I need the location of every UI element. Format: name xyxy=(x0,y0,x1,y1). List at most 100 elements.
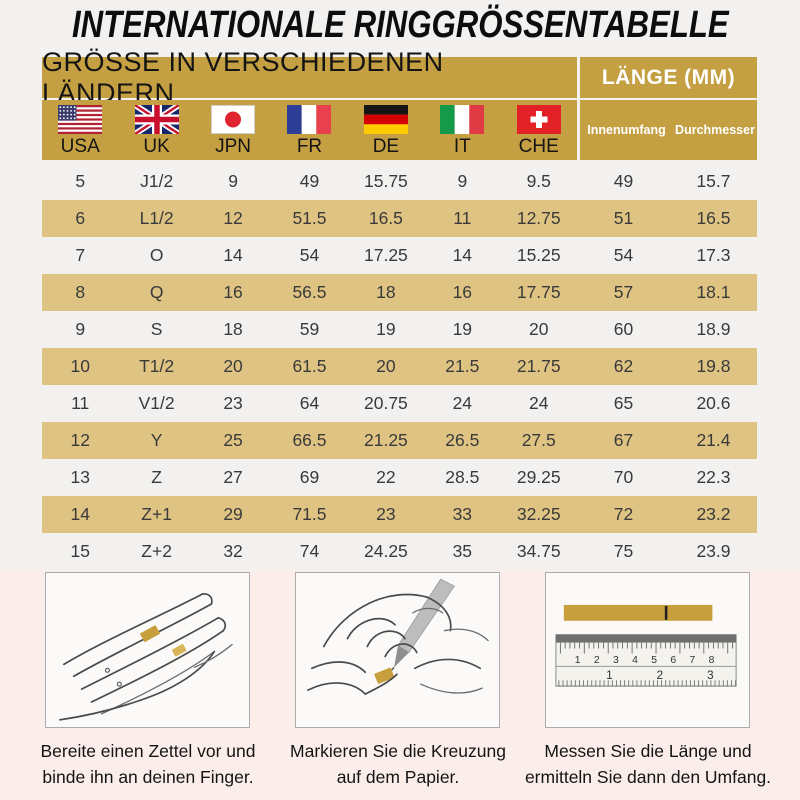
table-row: 6 L1/2 12 51.5 16.5 11 12.75 51 16.5 xyxy=(42,200,757,237)
table-cell: 23.2 xyxy=(696,504,731,524)
table-row: 15 Z+2 32 74 24.25 35 34.75 75 23.9 xyxy=(42,533,757,570)
country-label: IT xyxy=(453,136,471,157)
it-flag-icon xyxy=(440,105,485,134)
table-cell: 66.5 xyxy=(292,430,327,450)
table-header-row: GRÖSSE IN VERSCHIEDENEN LÄNDERN LÄNGE (M… xyxy=(42,47,757,108)
strip-mark xyxy=(664,605,668,620)
country-label: CHE xyxy=(518,136,559,157)
svg-text:6: 6 xyxy=(670,655,676,666)
jpn-flag-icon xyxy=(211,105,256,134)
table-cell: 19 xyxy=(376,319,396,339)
table-row: 8 Q 16 56.5 18 16 17.75 57 18.1 xyxy=(42,274,757,311)
che-flag-icon xyxy=(516,105,561,134)
svg-text:2: 2 xyxy=(657,668,664,682)
table-cell: V1/2 xyxy=(138,393,175,413)
table-cell: 54 xyxy=(299,245,320,265)
table-cell: 15.75 xyxy=(364,171,408,191)
table-cell: 21.75 xyxy=(516,356,561,376)
table-cell: Y xyxy=(150,430,163,450)
length-subheaders: Innenumfang Durchmesser xyxy=(580,100,757,160)
table-cell: 54 xyxy=(613,245,634,265)
table-row: 13 Z 27 69 22 28.5 29.25 70 22.3 xyxy=(42,459,757,496)
table-cell: 18 xyxy=(223,319,243,339)
country-label: USA xyxy=(60,136,100,157)
table-cell: 35 xyxy=(452,541,473,561)
svg-text:2: 2 xyxy=(594,655,600,666)
table-cell: 64 xyxy=(299,393,320,413)
table-cell: 7 xyxy=(75,245,86,265)
table-cell: 33 xyxy=(452,504,473,524)
measure-strip-with-ruler-icon: 1 2 3 4 5 6 7 81 2 3 xyxy=(555,604,737,687)
country-column-che: CHE xyxy=(501,100,577,160)
table-cell: 20 xyxy=(376,356,396,376)
header-sizes-by-country: GRÖSSE IN VERSCHIEDENEN LÄNDERN xyxy=(42,47,577,108)
table-cell: 29.25 xyxy=(516,467,561,487)
table-cell: 11 xyxy=(453,208,472,228)
table-cell: 49 xyxy=(299,171,320,191)
table-cell: 56.5 xyxy=(292,282,327,302)
table-cell: 23.9 xyxy=(696,541,731,561)
table-cell: 22 xyxy=(376,467,396,487)
table-row: 5 J1/2 9 49 15.75 9 9.5 49 15.7 xyxy=(42,163,757,200)
svg-text:3: 3 xyxy=(613,655,619,666)
table-cell: 27.5 xyxy=(521,430,556,450)
country-label: JPN xyxy=(215,136,251,157)
table-row: 11 V1/2 23 64 20.75 24 24 65 20.6 xyxy=(42,385,757,422)
table-row: 9 S 18 59 19 19 20 60 18.9 xyxy=(42,311,757,348)
step1-illustration-box xyxy=(45,572,250,728)
table-cell: 17.75 xyxy=(516,282,561,302)
table-row: 7 O 14 54 17.25 14 15.25 54 17.3 xyxy=(42,237,757,274)
country-column-it: IT xyxy=(424,100,500,160)
table-cell: 14 xyxy=(452,245,473,265)
table-cell: 67 xyxy=(613,430,634,450)
table-cell: Q xyxy=(149,282,164,302)
table-cell: 21.5 xyxy=(445,356,480,376)
table-cell: 61.5 xyxy=(292,356,327,376)
table-cell: 72 xyxy=(613,504,634,524)
table-cell: T1/2 xyxy=(139,356,175,376)
svg-text:4: 4 xyxy=(632,655,638,666)
table-cell: 32 xyxy=(223,541,243,561)
country-label: FR xyxy=(296,136,323,157)
table-cell: 20 xyxy=(223,356,243,376)
table-cell: 6 xyxy=(75,208,86,228)
table-cell: 12.75 xyxy=(516,208,561,228)
step1-caption-line1: Bereite einen Zettel vor und xyxy=(40,741,256,761)
table-cell: 20.75 xyxy=(364,393,408,413)
country-column-fr: FR xyxy=(271,100,347,160)
table-cell: 9 xyxy=(75,319,86,339)
step1-caption: Bereite einen Zettel vor und binde ihn a… xyxy=(0,738,298,790)
col-durchmesser-label: Durchmesser xyxy=(675,123,755,137)
hand-with-paper-strip-icon xyxy=(59,593,233,721)
table-cell: 9 xyxy=(457,171,468,191)
table-cell: 26.5 xyxy=(445,430,480,450)
step1-caption-line2: binde ihn an deinen Finger. xyxy=(42,767,254,787)
table-cell: 28.5 xyxy=(445,467,480,487)
table-cell: 9 xyxy=(228,171,238,191)
table-cell: 51.5 xyxy=(292,208,327,228)
table-cell: 27 xyxy=(223,467,243,487)
table-subheader-row: USA UK JPN FR DE IT CHE Innenumfang Durchmesse… xyxy=(42,100,757,160)
table-cell: 34.75 xyxy=(516,541,561,561)
svg-text:5: 5 xyxy=(651,655,657,666)
table-cell: 21.4 xyxy=(696,430,731,450)
table-cell: 23 xyxy=(376,504,396,524)
ring-size-table: GRÖSSE IN VERSCHIEDENEN LÄNDERN LÄNGE (M… xyxy=(42,47,757,570)
table-body: 5 J1/2 9 49 15.75 9 9.5 49 15.7 6 L1/2 12 51.5 16.5 11… xyxy=(42,163,757,570)
table-cell: 17.25 xyxy=(364,245,408,265)
table-cell: 17.3 xyxy=(696,245,731,265)
ruler-body xyxy=(555,634,737,687)
svg-text:1: 1 xyxy=(575,655,581,666)
table-cell: 12 xyxy=(223,208,243,228)
table-cell: Z+2 xyxy=(141,541,172,561)
table-cell: 62 xyxy=(613,356,634,376)
table-cell: 18.9 xyxy=(696,319,731,339)
col-innenumfang-label: Innenumfang xyxy=(587,123,666,137)
table-cell: 65 xyxy=(613,393,634,413)
svg-text:3: 3 xyxy=(707,668,714,682)
uk-flag-icon xyxy=(134,105,179,134)
table-cell: 14 xyxy=(70,504,90,524)
table-cell: 21.25 xyxy=(364,430,408,450)
